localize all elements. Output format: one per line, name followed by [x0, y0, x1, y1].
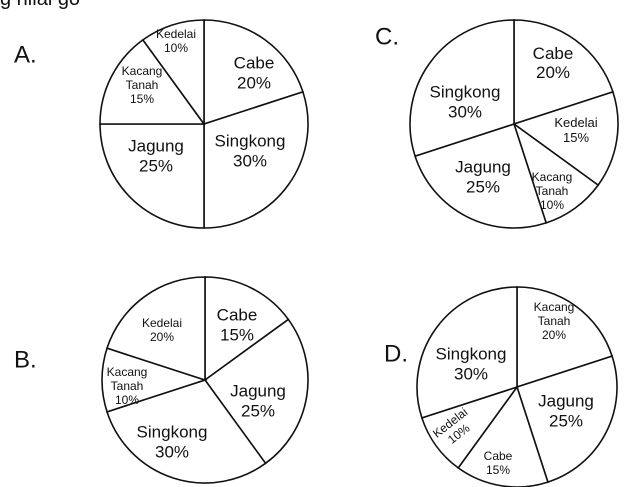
slice-label: Kacang Tanah 10% [532, 170, 573, 212]
pie-slice [106, 276, 206, 382]
option-letter: A. [14, 41, 37, 68]
slice-label: Jagung 25% [455, 157, 511, 196]
slice-label: Jagung 25% [128, 136, 184, 175]
pie-slice [414, 122, 548, 229]
pie-slice [204, 276, 290, 382]
pie-chart-a: Cabe 20% Singkong 30% Jagung 25% Kacang Tanah 15… [99, 19, 309, 229]
pie-slice [513, 19, 614, 126]
question-text-fragment: g nilai go [0, 0, 80, 11]
option-letter: B. [14, 346, 37, 373]
slice-label: Jagung 25% [230, 381, 286, 420]
pie-slice [141, 19, 205, 127]
pie-slice [106, 379, 267, 484]
pie-slice [99, 38, 206, 125]
pie-slice [515, 355, 618, 484]
slice-label: Singkong 30% [137, 422, 208, 461]
slice-label: Jagung 25% [538, 391, 594, 430]
slice-label: Cabe 20% [234, 53, 275, 92]
slice-label: Cabe 15% [217, 305, 258, 344]
slice-label: Singkong 30% [430, 82, 501, 121]
slice-label: Kedelai 20% [142, 316, 182, 344]
option-letter: C. [375, 23, 399, 50]
slice-label: Kacang Tanah 20% [534, 300, 575, 342]
pie-chart-b: Cabe 15% Jagung 25% Singkong 30% Kacang Tanah 10… [101, 276, 309, 484]
pie-slice [203, 19, 304, 126]
slice-label: Singkong 30% [436, 344, 507, 383]
pie-chart-d: Kacang Tanah 20%Jagung 25%Cabe 15%Kedelai10%… [416, 286, 618, 487]
slice-label: Kedelai 15% [554, 115, 597, 145]
pie-slice [516, 286, 614, 389]
pie-slice [416, 286, 518, 419]
slice-label: Cabe 20% [533, 44, 574, 82]
option-letter: D. [384, 340, 408, 367]
slice-label: Kacang Tanah 10% [107, 365, 148, 407]
pie-slice [409, 19, 515, 158]
pie-chart-c: Cabe 20% Kedelai 15% Kacang Tanah 10% Jagung 25%… [409, 19, 619, 229]
pie-slice [99, 123, 205, 229]
slice-label: Kacang Tanah 15% [122, 64, 163, 106]
slice-label: Cabe 15% [484, 449, 513, 477]
pie-slice [512, 90, 619, 187]
slice-label: Singkong 30% [215, 131, 286, 170]
pie-slice [203, 318, 309, 465]
pie-slice [203, 90, 309, 229]
pie-slice [457, 385, 549, 487]
